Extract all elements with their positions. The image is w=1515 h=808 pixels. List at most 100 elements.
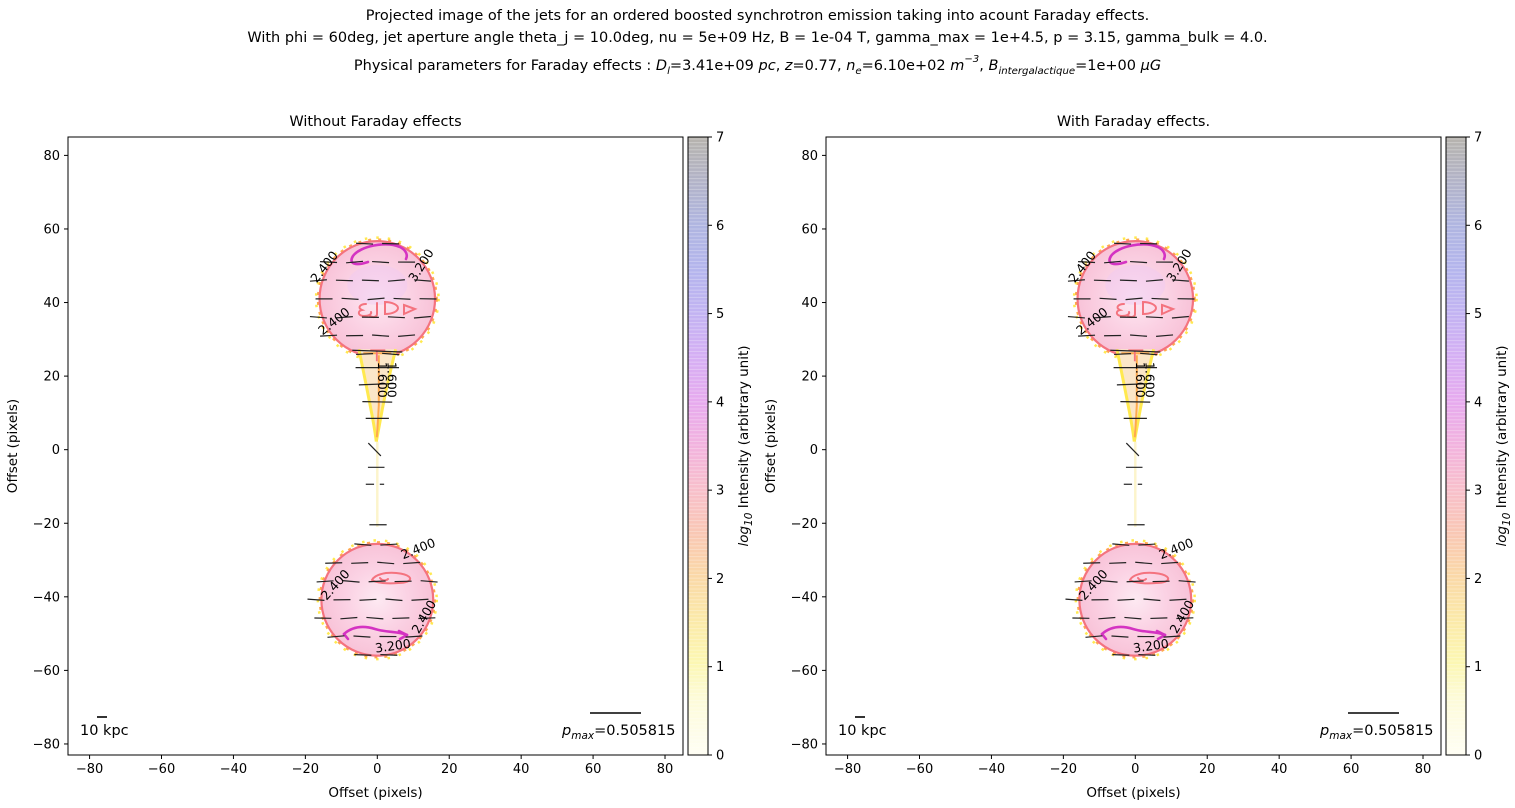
polarization-vectors bbox=[307, 242, 438, 656]
y-tick-label: −60 bbox=[33, 664, 60, 679]
pmax-annotation: pmax=0.505815 bbox=[561, 723, 675, 742]
scalebar-label: 10 kpc bbox=[838, 723, 887, 739]
y-tick-label: 0 bbox=[52, 443, 60, 458]
contour-1p6-yellow-left bbox=[1115, 348, 1136, 442]
colorbar-tick-label: 1 bbox=[716, 660, 724, 675]
y-tick-label: 40 bbox=[801, 296, 818, 311]
colorbar-tick-label: 0 bbox=[716, 749, 724, 764]
y-tick-label: −40 bbox=[791, 590, 818, 605]
y-tick-label: 40 bbox=[43, 296, 60, 311]
x-tick-label: 20 bbox=[441, 762, 458, 777]
x-tick-label: −20 bbox=[292, 762, 319, 777]
panel-without-faraday: 2.400 3.2002.4001.6001.6002.4002.4002.400… bbox=[5, 114, 755, 801]
colorbar-border bbox=[1445, 136, 1467, 756]
colorbar: 0 1 2 3 4 5 6 7 log10 Intensity (arbitrary unit) bbox=[1445, 131, 1513, 764]
title-line-1: Projected image of the jets for an order… bbox=[365, 8, 1150, 24]
contour-label: 1.600 bbox=[1143, 362, 1158, 398]
colorbar-tick-label: 4 bbox=[716, 395, 724, 410]
colorbar-label: log10 Intensity (arbitrary unit) bbox=[736, 345, 755, 546]
colorbar-border bbox=[687, 136, 709, 756]
colorbar-tick-label: 6 bbox=[1474, 219, 1482, 234]
y-tick-label: 20 bbox=[43, 370, 60, 385]
y-axis-label: Offset (pixels) bbox=[5, 399, 21, 493]
x-tick-label: 80 bbox=[657, 762, 674, 777]
y-tick-label: 80 bbox=[801, 149, 818, 164]
contour-label: 3.200 bbox=[1132, 636, 1170, 656]
x-tick-label: −80 bbox=[834, 762, 861, 777]
x-tick-label: −40 bbox=[220, 762, 247, 777]
polarization-vectors bbox=[1065, 242, 1196, 656]
contour-label: 3.200 bbox=[374, 636, 412, 656]
contour-label: 1.600 bbox=[385, 362, 400, 398]
contour-3p2-magenta bbox=[1100, 243, 1167, 641]
contour-dotted-yellow bbox=[314, 236, 440, 362]
colorbar-tick-label: 2 bbox=[1474, 572, 1482, 587]
y-axis-label: Offset (pixels) bbox=[763, 399, 779, 493]
title-line-3: Physical parameters for Faraday effects … bbox=[353, 54, 1162, 77]
contour-3p2-magenta bbox=[342, 243, 409, 641]
y-tick-label: 80 bbox=[43, 149, 60, 164]
x-tick-label: 20 bbox=[1199, 762, 1216, 777]
x-tick-label: −80 bbox=[76, 762, 103, 777]
colorbar-tick-label: 6 bbox=[716, 219, 724, 234]
x-tick-label: 0 bbox=[373, 762, 381, 777]
plot-contents: 2.400 3.2002.4001.6001.6002.4002.4002.400… bbox=[80, 236, 675, 742]
contour-label: 1.600 bbox=[1133, 362, 1148, 398]
annotations: 10 kpc pmax=0.505815 bbox=[838, 712, 1433, 742]
colorbar-tick-label: 2 bbox=[716, 572, 724, 587]
colorbar: 0 1 2 3 4 5 6 7 log10 Intensity (arbitrary unit) bbox=[687, 131, 755, 764]
x-tick-label: 40 bbox=[513, 762, 530, 777]
colorbar-tick-label: 5 bbox=[716, 307, 724, 322]
y-tick-label: −40 bbox=[33, 590, 60, 605]
colorbar-tick-label: 1 bbox=[1474, 660, 1482, 675]
y-tick-label: 20 bbox=[801, 370, 818, 385]
panel-title: Without Faraday effects bbox=[289, 114, 461, 130]
x-tick-label: 0 bbox=[1131, 762, 1139, 777]
panel-title: With Faraday effects. bbox=[1057, 114, 1210, 130]
annotations: 10 kpc pmax=0.505815 bbox=[80, 712, 675, 742]
colorbar-tick-label: 5 bbox=[1474, 307, 1482, 322]
x-axis-label: Offset (pixels) bbox=[1086, 785, 1180, 801]
y-tick-label: 0 bbox=[810, 443, 818, 458]
axes: With Faraday effects. −80 −60 −40 −20 0 20 40 60… bbox=[763, 114, 1442, 801]
colorbar-tick-label: 4 bbox=[1474, 395, 1482, 410]
plot-area bbox=[826, 137, 1441, 755]
colorbar-label: log10 Intensity (arbitrary unit) bbox=[1494, 345, 1513, 546]
panel-with-faraday: 2.400 3.2002.4001.6001.6002.4002.4002.400… bbox=[763, 114, 1513, 801]
contour-dotted-yellow bbox=[1072, 236, 1198, 362]
contour-inner-squiggles bbox=[357, 300, 418, 585]
y-tick-label: −20 bbox=[33, 517, 60, 532]
plot-border bbox=[67, 136, 684, 756]
pmax-annotation: pmax=0.505815 bbox=[1319, 723, 1433, 742]
y-tick-label: −20 bbox=[791, 517, 818, 532]
x-tick-label: 60 bbox=[585, 762, 602, 777]
contour-label: 1.600 bbox=[375, 362, 390, 398]
scalebar-label: 10 kpc bbox=[80, 723, 129, 739]
x-tick-label: 60 bbox=[1343, 762, 1360, 777]
y-tick-label: −80 bbox=[33, 737, 60, 752]
x-tick-label: −20 bbox=[1050, 762, 1077, 777]
colorbar-tick-label: 7 bbox=[1474, 131, 1482, 146]
plot-area bbox=[68, 137, 683, 755]
title-line-2: With phi = 60deg, jet aperture angle the… bbox=[247, 30, 1268, 46]
colorbar-tick-label: 7 bbox=[716, 131, 724, 146]
y-tick-label: −60 bbox=[791, 664, 818, 679]
x-tick-label: 80 bbox=[1415, 762, 1432, 777]
x-tick-label: −40 bbox=[978, 762, 1005, 777]
contour-inner-squiggles bbox=[1115, 300, 1176, 585]
axes: Without Faraday effects −80 −60 −40 −20 0 20 40… bbox=[5, 114, 684, 801]
plot-contents: 2.400 3.2002.4001.6001.6002.4002.4002.400… bbox=[838, 236, 1433, 742]
jet-cone bbox=[357, 348, 398, 442]
y-tick-label: 60 bbox=[43, 222, 60, 237]
y-tick-label: −80 bbox=[791, 737, 818, 752]
x-tick-label: −60 bbox=[148, 762, 175, 777]
colorbar-tick-label: 3 bbox=[716, 484, 724, 499]
x-tick-label: 40 bbox=[1271, 762, 1288, 777]
x-tick-label: −60 bbox=[906, 762, 933, 777]
colorbar-tick-label: 3 bbox=[1474, 484, 1482, 499]
contour-1p6-yellow-left bbox=[357, 348, 378, 442]
colorbar-tick-label: 0 bbox=[1474, 749, 1482, 764]
jet-cone bbox=[1115, 348, 1156, 442]
x-axis-label: Offset (pixels) bbox=[328, 785, 422, 801]
